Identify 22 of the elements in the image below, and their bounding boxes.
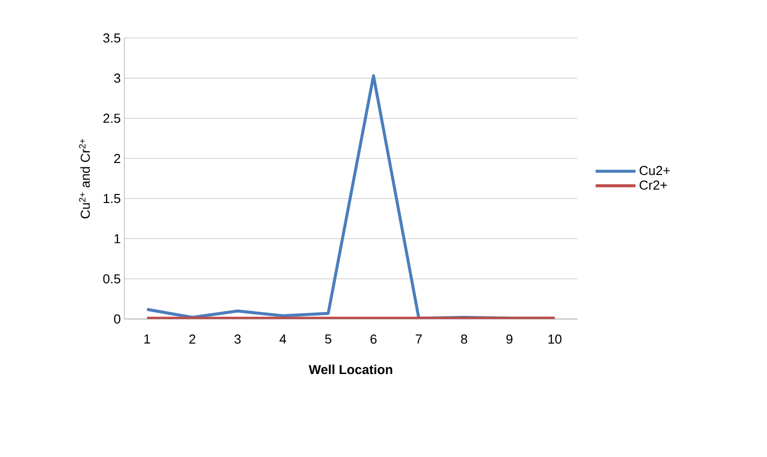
y-tick-label: 0 bbox=[114, 314, 120, 324]
y-tick-label: 1 bbox=[114, 234, 120, 244]
y-tick-label: 0.5 bbox=[103, 274, 120, 284]
x-tick-label: 6 bbox=[370, 334, 377, 344]
legend-label: Cr2+ bbox=[640, 180, 667, 190]
y-tick-label: 3.5 bbox=[103, 33, 120, 43]
x-tick-label: 9 bbox=[506, 334, 512, 344]
x-tick-label: 1 bbox=[144, 334, 150, 344]
x-tick-label: 2 bbox=[189, 334, 196, 344]
y-tick-label: 2.5 bbox=[103, 114, 120, 123]
x-tick-label: 10 bbox=[548, 334, 562, 344]
x-tick-label: 4 bbox=[280, 334, 286, 344]
x-tick-label: 5 bbox=[325, 334, 332, 344]
x-tick-label: 7 bbox=[416, 334, 422, 344]
x-tick-label: 8 bbox=[461, 334, 468, 344]
legend-label: Cu2+ bbox=[640, 166, 670, 176]
x-axis-title: Well Location bbox=[308, 364, 392, 374]
x-tick-label: 3 bbox=[234, 334, 241, 344]
y-tick-label: 3 bbox=[114, 74, 120, 83]
y-axis-title: Cu$^{2+}$ and Cr$^{2+}$ bbox=[79, 138, 90, 218]
y-tick-label: 1.5 bbox=[104, 194, 120, 204]
y-tick-label: 2 bbox=[114, 154, 120, 163]
